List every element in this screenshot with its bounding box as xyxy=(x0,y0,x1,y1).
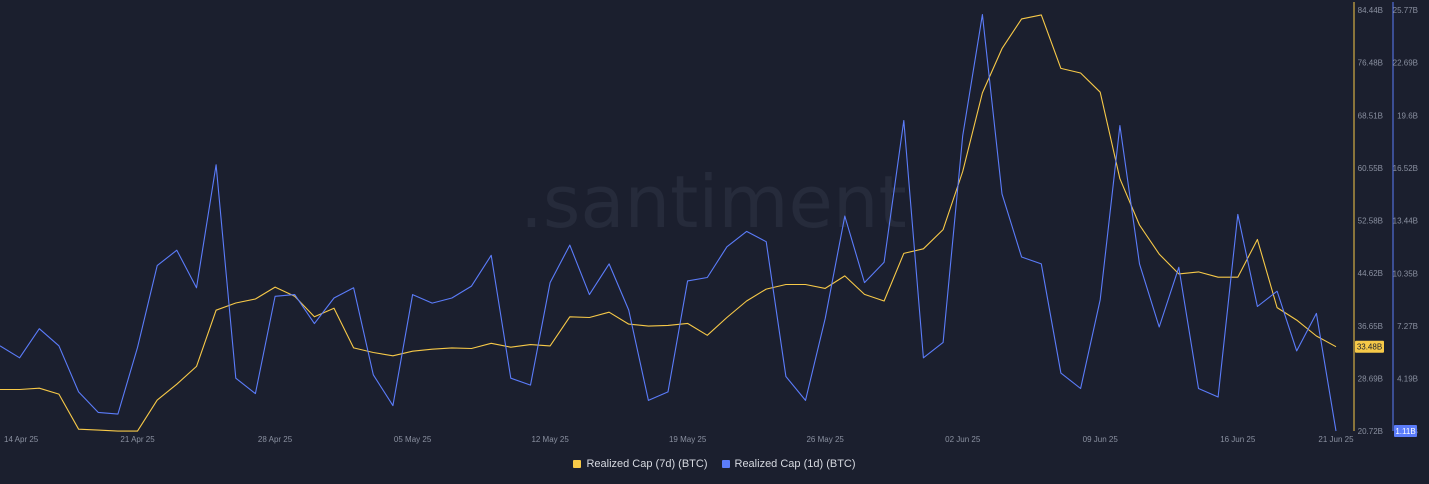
series-line-1d xyxy=(0,14,1337,432)
y-left-tick-label: 68.51B xyxy=(1358,111,1383,120)
legend-swatch-7d xyxy=(573,460,582,468)
legend-label-1d: Realized Cap (1d) (BTC) xyxy=(734,458,856,470)
y-right-tick-label: 7.27B xyxy=(1397,322,1418,331)
current-value-badge-7d xyxy=(1355,340,1384,353)
legend-swatch-1d xyxy=(721,460,730,468)
y-right-tick-label: 10.35B xyxy=(1393,269,1418,278)
y-left-tick-label: 20.72B xyxy=(1358,427,1383,436)
current-value-badge-1d xyxy=(1394,425,1417,437)
legend-item-1d[interactable]: Realized Cap (1d) (BTC) xyxy=(721,458,856,470)
y-left-tick-label: 76.48B xyxy=(1358,59,1383,68)
y-left-tick-label: 60.55B xyxy=(1358,164,1383,173)
legend: Realized Cap (7d) (BTC) Realized Cap (1d… xyxy=(0,458,1429,470)
y-left-tick-label: 84.44B xyxy=(1358,6,1383,15)
y-right-tick-label: 13.44B xyxy=(1393,217,1418,226)
x-tick-label: 19 May 25 xyxy=(669,435,707,444)
x-tick-label: 05 May 25 xyxy=(394,435,432,444)
x-tick-label: 12 May 25 xyxy=(531,435,569,444)
x-tick-label: 21 Jun 25 xyxy=(1318,435,1354,444)
current-value-label-7d: 33.48B xyxy=(1357,343,1382,352)
y-right-tick-label: 16.52B xyxy=(1393,164,1418,173)
y-left-tick-label: 36.65B xyxy=(1358,322,1383,331)
legend-item-7d[interactable]: Realized Cap (7d) (BTC) xyxy=(573,458,708,470)
x-tick-label: 21 Apr 25 xyxy=(120,435,155,444)
current-value-label-1d: 1.11B xyxy=(1395,427,1415,436)
y-right-tick-label: 4.19B xyxy=(1397,374,1418,383)
y-left-tick-label: 28.69B xyxy=(1358,374,1383,383)
x-tick-label: 02 Jun 25 xyxy=(945,435,981,444)
y-right-tick-label: 25.77B xyxy=(1393,6,1418,15)
y-left-tick-label: 52.58B xyxy=(1358,217,1383,226)
x-tick-label: 14 Apr 25 xyxy=(4,435,39,444)
x-tick-label: 09 Jun 25 xyxy=(1083,435,1119,444)
x-tick-label: 16 Jun 25 xyxy=(1220,435,1256,444)
x-tick-label: 26 May 25 xyxy=(806,435,844,444)
y-right-tick-label: 19.6B xyxy=(1397,111,1418,120)
legend-label-7d: Realized Cap (7d) (BTC) xyxy=(586,458,708,470)
y-right-tick-label: 22.69B xyxy=(1393,59,1418,68)
x-tick-label: 28 Apr 25 xyxy=(258,435,293,444)
y-left-tick-label: 44.62B xyxy=(1358,269,1383,278)
series-line-7d xyxy=(0,14,1337,432)
